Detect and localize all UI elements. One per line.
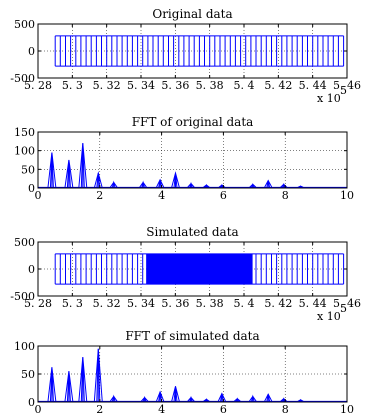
x-tick-label: 2 <box>96 403 103 416</box>
y-tick-label: 100 <box>14 145 35 158</box>
x-tick-label: 5. 44 <box>299 79 327 92</box>
x-tick-label: 5. 36 <box>161 79 189 92</box>
x-tick-label: 5. 34 <box>127 297 155 310</box>
x-tick-label: 6 <box>220 403 227 416</box>
x-tick-label: 5. 38 <box>196 79 224 92</box>
x-tick-label: 8 <box>282 403 289 416</box>
chart-1: 5. 28 5. 3 5. 32 5. 34 5. 36 5. 38 5. 4 5. 42 5.… <box>10 7 361 105</box>
y-tick-label: 500 <box>14 236 35 249</box>
y-tick-label: 0 <box>28 182 35 195</box>
y-tick-label: 100 <box>14 340 35 353</box>
x-tick-label: 5. 4 <box>234 79 255 92</box>
plot-frame <box>37 23 348 79</box>
chart-3: 5. 28 5. 3 5. 32 5. 34 5. 36 5. 38 5. 4 5. 42 5.… <box>10 225 361 323</box>
x-tick-label: 10 <box>340 403 354 416</box>
x-multiplier-exponent: 5 <box>340 84 347 97</box>
y-tick-label: 0 <box>28 263 35 276</box>
x-multiplier-exponent: 5 <box>340 302 347 315</box>
y-tick-label: 0 <box>28 396 35 409</box>
x-tick-label: 5. 46 <box>333 79 361 92</box>
x-tick-label: 5. 4 <box>234 297 255 310</box>
x-tick-label: 5. 28 <box>24 79 52 92</box>
x-tick-label: 5. 42 <box>264 297 292 310</box>
x-tick-label: 8 <box>282 189 289 202</box>
x-tick-label: 6 <box>220 189 227 202</box>
x-tick-label: 4 <box>158 189 165 202</box>
x-tick-label: 4 <box>158 403 165 416</box>
x-tick-label: 5. 44 <box>299 297 327 310</box>
x-tick-label: 2 <box>96 189 103 202</box>
signal-dense-region <box>146 253 253 285</box>
x-tick-label: 5. 28 <box>24 297 52 310</box>
x-tick-label: 5. 46 <box>333 297 361 310</box>
x-tick-label: 10 <box>340 189 354 202</box>
x-tick-label: 5. 3 <box>62 79 83 92</box>
y-tick-label: -500 <box>10 290 35 303</box>
chart-title: Original data <box>152 7 232 21</box>
chart-title: Simulated data <box>146 225 238 239</box>
x-tick-label: 5. 34 <box>127 79 155 92</box>
x-multiplier: x 10 <box>317 310 341 323</box>
y-tick-label: 150 <box>14 126 35 139</box>
chart-title: FFT of original data <box>132 115 254 129</box>
x-tick-label: 0 <box>35 189 42 202</box>
y-tick-label: 500 <box>14 18 35 31</box>
x-tick-label: 5. 42 <box>264 79 292 92</box>
y-tick-label: 0 <box>28 45 35 58</box>
fft-spectrum-line <box>38 348 347 402</box>
x-multiplier: x 10 <box>317 92 341 105</box>
x-tick-label: 5. 32 <box>93 79 121 92</box>
x-tick-label: 5. 38 <box>196 297 224 310</box>
plot-frame <box>37 131 348 189</box>
fft-spectrum-line <box>38 143 347 188</box>
signal-line <box>54 35 345 67</box>
y-tick-label: -500 <box>10 72 35 85</box>
y-tick-label: 50 <box>21 368 35 381</box>
chart-title: FFT of simulated data <box>125 329 259 343</box>
x-tick-label: 5. 32 <box>93 297 121 310</box>
y-tick-label: 50 <box>21 163 35 176</box>
x-tick-label: 5. 36 <box>161 297 189 310</box>
x-tick-label: 0 <box>35 403 42 416</box>
x-tick-label: 5. 3 <box>62 297 83 310</box>
